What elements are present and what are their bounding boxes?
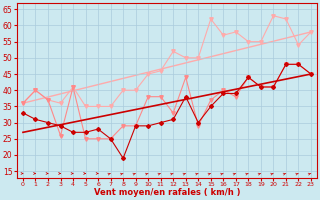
X-axis label: Vent moyen/en rafales ( km/h ): Vent moyen/en rafales ( km/h ) — [94, 188, 240, 197]
